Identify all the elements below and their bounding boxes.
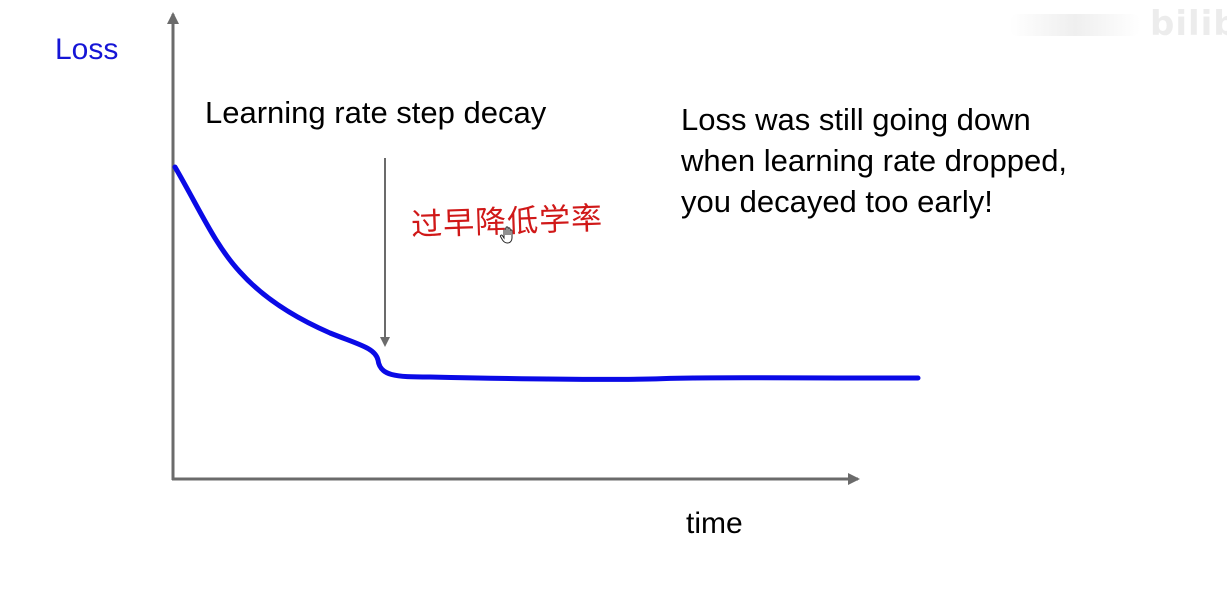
loss-curve [172, 164, 921, 382]
watermark-faint-strip [1010, 14, 1140, 36]
x-axis-label: time [686, 507, 743, 540]
hand-cursor-icon [499, 226, 513, 244]
watermark-logo: bilib [1150, 4, 1227, 44]
note-line: Loss was still going down [681, 102, 1031, 137]
note-line: you decayed too early! [681, 184, 993, 219]
y-axis-label: Loss [55, 33, 119, 66]
handwritten-annotation: 过早降低学率 [410, 200, 604, 244]
note-line: when learning rate dropped, [681, 143, 1068, 178]
explanation-note: Loss was still going down when learning … [681, 99, 1067, 222]
step-decay-label: Learning rate step decay [205, 95, 547, 130]
